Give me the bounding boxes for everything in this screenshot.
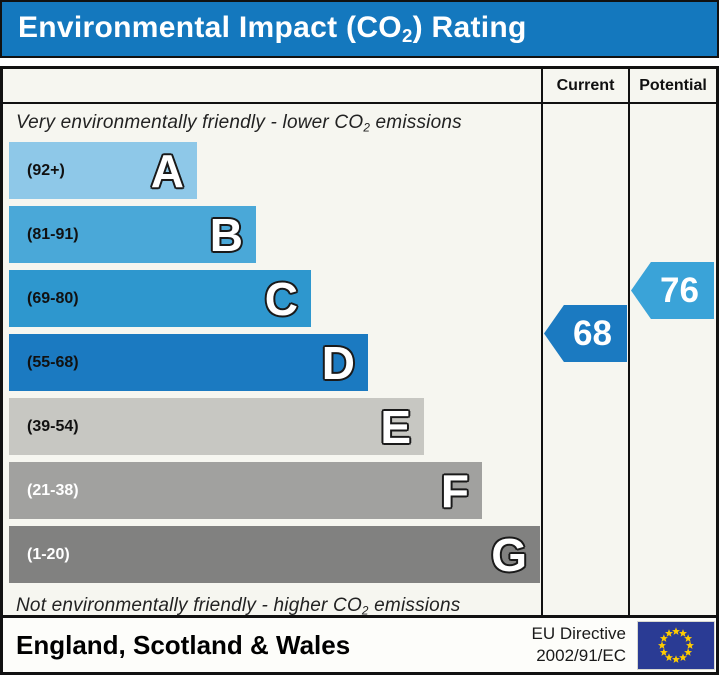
- band-range-label: (21-38): [27, 481, 79, 499]
- band-row: (21-38) F: [9, 462, 482, 519]
- bands-container: (92+) A (81-91) B (69-80) C (55-68) D (3…: [3, 142, 541, 583]
- band-range-label: (55-68): [27, 353, 79, 371]
- band-letter: A: [150, 144, 184, 197]
- band-range-label: (1-20): [27, 545, 70, 563]
- band-row: (92+) A: [9, 142, 197, 199]
- current-rating-value: 68: [573, 313, 612, 353]
- band-letter: B: [209, 208, 243, 261]
- band-range-label: (39-54): [27, 417, 79, 435]
- footer-bar: England, Scotland & Wales EU Directive 2…: [0, 618, 719, 675]
- bottom-note: Not environmentally friendly - higher CO…: [16, 595, 461, 618]
- column-header-row: Current Potential: [3, 69, 716, 104]
- band-letter: C: [264, 272, 298, 325]
- eu-directive-text: EU Directive 2002/91/EC: [531, 623, 626, 665]
- page-title: Environmental Impact (CO2) Rating: [18, 10, 527, 47]
- current-rating-arrow: 68: [544, 305, 627, 362]
- current-column: 68: [543, 104, 630, 616]
- band-area: Very environmentally friendly - lower CO…: [3, 104, 543, 618]
- potential-column: 76: [630, 104, 716, 616]
- band-row: (81-91) B: [9, 206, 256, 263]
- band-letter: E: [380, 400, 411, 453]
- band-row: (1-20) G: [9, 526, 540, 583]
- potential-rating-value: 76: [660, 270, 699, 310]
- chart-body: Very environmentally friendly - lower CO…: [3, 104, 716, 618]
- potential-rating-arrow: 76: [631, 262, 714, 319]
- band-letter: G: [491, 528, 527, 581]
- rating-chart: Current Potential Very environmentally f…: [0, 66, 719, 618]
- band-letter: F: [440, 464, 469, 517]
- band-range-label: (81-91): [27, 225, 79, 243]
- band-range-label: (69-80): [27, 289, 79, 307]
- top-note: Very environmentally friendly - lower CO…: [16, 111, 462, 135]
- band-row: (39-54) E: [9, 398, 424, 455]
- band-row: (55-68) D: [9, 334, 368, 391]
- region-label: England, Scotland & Wales: [16, 629, 351, 660]
- eu-flag-icon: [637, 620, 715, 670]
- band-column-header: [3, 69, 543, 102]
- title-bar: Environmental Impact (CO2) Rating: [0, 0, 719, 58]
- band-letter: D: [321, 336, 355, 389]
- band-range-label: (92+): [27, 161, 65, 179]
- current-column-header: Current: [543, 69, 630, 102]
- potential-column-header: Potential: [639, 76, 707, 94]
- band-row: (69-80) C: [9, 270, 311, 327]
